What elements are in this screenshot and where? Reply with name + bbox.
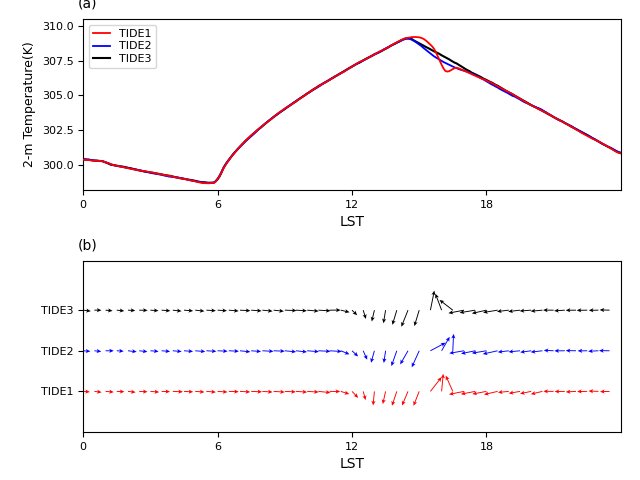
TIDE2 <box>404 36 412 42</box>
TIDE2 <box>206 180 214 186</box>
Line: TIDE3: TIDE3 <box>83 38 621 183</box>
Text: (b): (b) <box>78 239 97 253</box>
TIDE1 <box>617 151 625 156</box>
TIDE2 <box>85 157 93 163</box>
TIDE1 <box>342 67 350 73</box>
TIDE3 <box>342 67 350 72</box>
TIDE2 <box>159 172 167 178</box>
TIDE1 <box>412 34 419 40</box>
X-axis label: LST: LST <box>339 215 365 229</box>
TIDE3 <box>260 121 268 127</box>
TIDE1 <box>159 172 167 178</box>
TIDE3 <box>85 157 93 163</box>
TIDE2 <box>104 160 111 166</box>
Line: TIDE2: TIDE2 <box>83 39 621 183</box>
TIDE2 <box>342 67 350 73</box>
TIDE1 <box>507 90 515 96</box>
TIDE3 <box>507 90 515 96</box>
TIDE3 <box>104 160 111 166</box>
X-axis label: LST: LST <box>339 457 365 471</box>
TIDE2 <box>260 121 268 127</box>
Text: (a): (a) <box>78 0 97 11</box>
TIDE3 <box>159 172 167 178</box>
TIDE2 <box>617 150 625 156</box>
TIDE3 <box>617 150 625 156</box>
TIDE1 <box>104 160 111 166</box>
TIDE3 <box>204 180 212 186</box>
Y-axis label: 2-m Temperature(K): 2-m Temperature(K) <box>23 42 36 168</box>
TIDE1 <box>260 121 268 127</box>
Line: TIDE1: TIDE1 <box>83 37 621 183</box>
TIDE2 <box>79 156 87 162</box>
TIDE3 <box>79 156 87 162</box>
TIDE1 <box>204 180 212 186</box>
TIDE1 <box>79 156 87 162</box>
TIDE3 <box>404 35 412 41</box>
Legend: TIDE1, TIDE2, TIDE3: TIDE1, TIDE2, TIDE3 <box>89 25 156 68</box>
TIDE1 <box>85 157 93 163</box>
TIDE2 <box>507 92 515 97</box>
